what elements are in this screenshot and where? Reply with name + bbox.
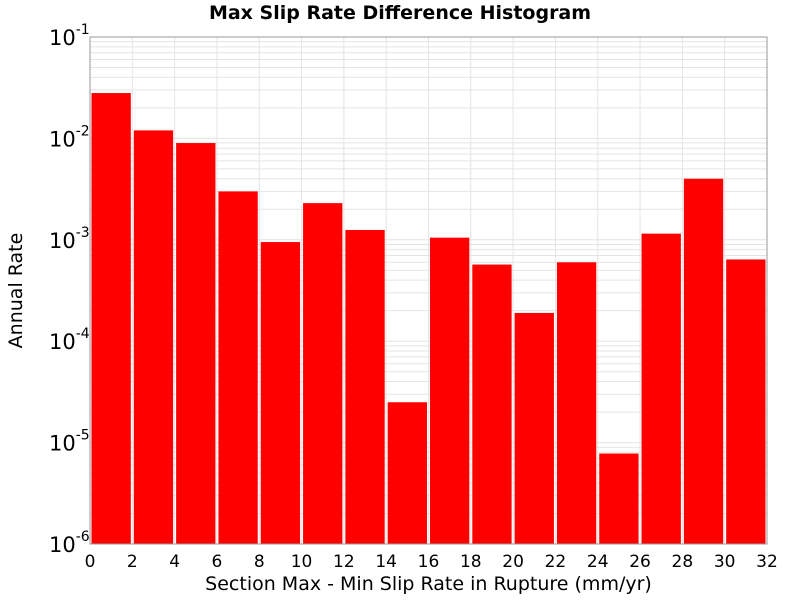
x-tick-label: 16 bbox=[418, 552, 440, 572]
y-axis-label: Annual Rate bbox=[5, 233, 27, 349]
x-tick-label: 18 bbox=[460, 552, 482, 572]
bar-28-30 bbox=[683, 178, 724, 545]
x-tick-label: 20 bbox=[502, 552, 524, 572]
x-tick-label: 6 bbox=[212, 552, 223, 572]
x-tick-label: 0 bbox=[85, 552, 96, 572]
bar-8-10 bbox=[260, 242, 301, 544]
x-tick-label: 10 bbox=[291, 552, 313, 572]
y-tick-label: 10-4 bbox=[49, 326, 90, 354]
x-tick-label: 14 bbox=[375, 552, 397, 572]
plot-border bbox=[89, 36, 768, 545]
x-tick-label: 12 bbox=[333, 552, 355, 572]
bar-4-6 bbox=[176, 143, 216, 545]
x-axis-label: Section Max - Min Slip Rate in Rupture (… bbox=[205, 573, 652, 595]
bar-26-28 bbox=[641, 233, 681, 544]
bar-24-26 bbox=[599, 453, 639, 544]
bars-layer bbox=[91, 93, 766, 545]
bar-12-14 bbox=[345, 229, 385, 544]
bar-6-8 bbox=[218, 191, 258, 544]
bar-22-24 bbox=[556, 262, 597, 544]
bar-30-32 bbox=[726, 259, 766, 544]
x-tick-label: 8 bbox=[254, 552, 265, 572]
x-tick-label: 28 bbox=[672, 552, 694, 572]
y-tick-label: 10-2 bbox=[49, 123, 90, 151]
bar-18-20 bbox=[472, 264, 512, 544]
y-tick-label: 10-5 bbox=[49, 428, 90, 456]
x-tick-label: 22 bbox=[545, 552, 567, 572]
y-tick-labels: 10-1 10-2 10-3 10-4 10-5 10-6 bbox=[49, 22, 90, 557]
y-tick-label: 10-6 bbox=[49, 529, 90, 557]
x-tick-label: 4 bbox=[169, 552, 180, 572]
x-tick-label: 24 bbox=[587, 552, 609, 572]
bar-10-12 bbox=[303, 203, 343, 545]
bar-14-16 bbox=[387, 402, 427, 544]
x-tick-label: 30 bbox=[714, 552, 736, 572]
x-tick-label: 26 bbox=[629, 552, 651, 572]
y-tick-label: 10-1 bbox=[49, 22, 90, 50]
bar-0-2 bbox=[91, 93, 131, 545]
bar-16-18 bbox=[430, 237, 470, 544]
x-tick-label: 32 bbox=[756, 552, 778, 572]
bar-20-22 bbox=[514, 312, 554, 544]
chart-title: Max Slip Rate Difference Histogram bbox=[208, 2, 592, 24]
bar-2-4 bbox=[133, 130, 174, 544]
y-tick-label: 10-3 bbox=[49, 225, 90, 253]
x-tick-label: 2 bbox=[127, 552, 138, 572]
x-tick-labels: 0 2 4 6 8 10 12 14 16 18 20 22 24 26 28 30 32 bbox=[85, 552, 778, 572]
